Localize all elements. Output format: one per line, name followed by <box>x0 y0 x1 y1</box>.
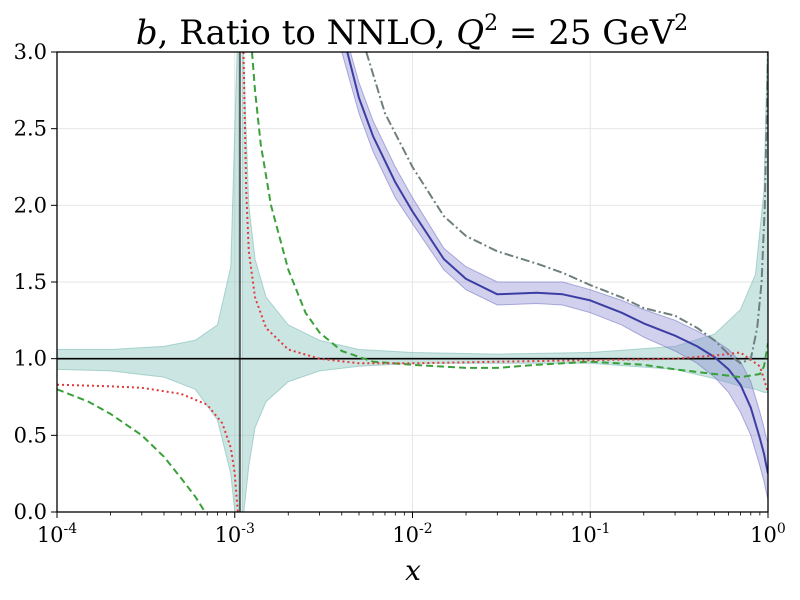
x-tick-exp-2: -2 <box>419 521 433 537</box>
title-prefix: b <box>136 13 158 53</box>
x-tick-base-3: 10 <box>570 523 597 547</box>
x-tick-base-4: 10 <box>750 523 777 547</box>
x-tick-base-2: 10 <box>392 523 419 547</box>
axis-ticks <box>51 51 769 518</box>
y-tick-label-4: 2.0 <box>14 193 47 217</box>
x-tick-label-3: 10-1 <box>570 521 610 547</box>
title-eq: = 25 GeV <box>498 13 675 53</box>
chart-title: b, Ratio to NNLO, Q2 = 25 GeV2 <box>136 11 688 53</box>
x-tick-label-4: 100 <box>750 521 786 547</box>
plot-area <box>57 52 768 512</box>
green-dashed-line-segment-0 <box>57 388 206 512</box>
gray-dashdot-line-segment-0 <box>365 52 768 365</box>
y-tick-label-0: 0.0 <box>14 500 47 524</box>
title-q-sup: 2 <box>484 11 498 36</box>
grid <box>56 51 769 513</box>
red-dotted-line-segment-1 <box>242 52 768 393</box>
x-tick-label-0: 10-4 <box>37 521 77 547</box>
x-tick-exp-0: -4 <box>64 521 78 537</box>
y-tick-label-6: 3.0 <box>14 40 47 64</box>
y-tick-label-5: 2.5 <box>14 117 47 141</box>
x-tick-base-0: 10 <box>37 523 64 547</box>
blue-line-segment-0 <box>346 52 768 474</box>
x-tick-label-2: 10-2 <box>392 521 432 547</box>
x-tick-exp-3: -1 <box>597 521 611 537</box>
x-tick-exp-1: -3 <box>241 521 255 537</box>
y-tick-label-2: 1.0 <box>14 347 47 371</box>
series-lines <box>57 52 768 512</box>
x-tick-base-1: 10 <box>215 523 242 547</box>
reference-lines <box>57 52 768 512</box>
x-tick-exp-4: 0 <box>777 521 786 537</box>
green-dashed-line-segment-1 <box>251 52 768 379</box>
nnlo-band-segment-0 <box>57 52 239 512</box>
nnlo-band-segment-1 <box>241 52 768 512</box>
x-tick-label-1: 10-3 <box>215 521 255 547</box>
red-dotted-line-segment-0 <box>57 383 239 512</box>
y-tick-label-1: 0.5 <box>14 423 47 447</box>
bands <box>57 52 768 512</box>
title-q: Q <box>456 13 484 53</box>
blue-band-segment-0 <box>341 52 768 500</box>
x-axis-label: x <box>405 554 421 587</box>
title-unit-sup: 2 <box>674 11 688 36</box>
title-main: , Ratio to NNLO, <box>158 13 457 53</box>
y-tick-label-3: 1.5 <box>14 270 47 294</box>
